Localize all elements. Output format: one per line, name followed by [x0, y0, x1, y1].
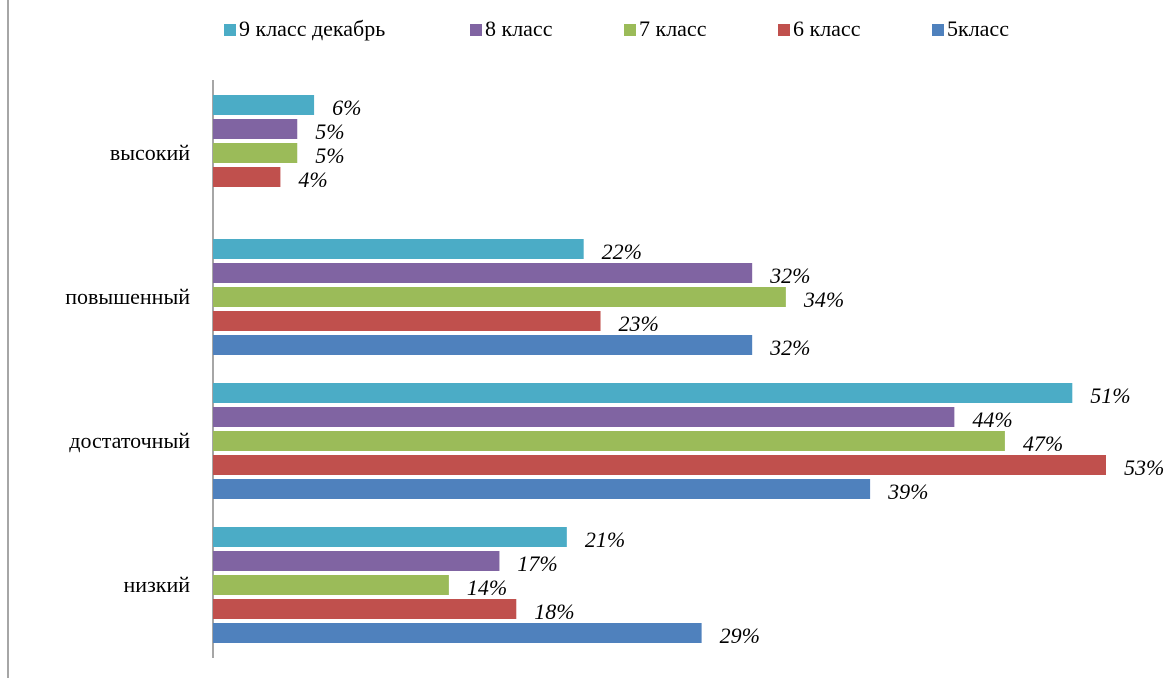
value-label: 21% [585, 527, 625, 552]
bar [213, 383, 1073, 403]
legend-label: 5класс [947, 16, 1009, 41]
bar [213, 623, 702, 643]
value-label: 23% [619, 311, 659, 336]
legend-label: 6 класс [793, 16, 861, 41]
bar [213, 143, 298, 163]
value-label: 17% [517, 551, 557, 576]
legend-label: 8 класс [485, 16, 553, 41]
category-label: повышенный [65, 284, 190, 309]
value-label: 34% [803, 287, 844, 312]
bar [213, 335, 753, 355]
value-label: 6% [332, 95, 361, 120]
value-label: 4% [298, 167, 327, 192]
value-label: 51% [1090, 383, 1130, 408]
bar [213, 407, 955, 427]
legend-swatch [470, 24, 482, 36]
legend-label: 7 класс [639, 16, 707, 41]
legend-swatch [624, 24, 636, 36]
value-label: 18% [534, 599, 574, 624]
bar [213, 287, 786, 307]
category-label: низкий [124, 572, 191, 597]
value-label: 44% [972, 407, 1012, 432]
legend-swatch [932, 24, 944, 36]
value-label: 29% [720, 623, 760, 648]
legend-swatch [778, 24, 790, 36]
bar [213, 431, 1005, 451]
value-label: 39% [887, 479, 928, 504]
value-label: 14% [467, 575, 507, 600]
bar [213, 599, 517, 619]
category-label: достаточный [69, 428, 190, 453]
bar [213, 479, 871, 499]
bar [213, 263, 753, 283]
bar [213, 167, 281, 187]
bar [213, 551, 500, 571]
bar [213, 95, 315, 115]
legend-swatch [224, 24, 236, 36]
bar [213, 527, 567, 547]
value-label: 5% [315, 143, 344, 168]
value-label: 32% [769, 335, 810, 360]
bar [213, 455, 1106, 475]
bar [213, 311, 601, 331]
category-label: высокий [110, 140, 190, 165]
legend-label: 9 класс декабрь [239, 16, 385, 41]
bar [213, 575, 449, 595]
value-label: 22% [602, 239, 642, 264]
value-label: 32% [769, 263, 810, 288]
bar [213, 119, 298, 139]
value-label: 47% [1023, 431, 1063, 456]
value-label: 53% [1124, 455, 1164, 480]
bar [213, 239, 584, 259]
value-label: 5% [315, 119, 344, 144]
